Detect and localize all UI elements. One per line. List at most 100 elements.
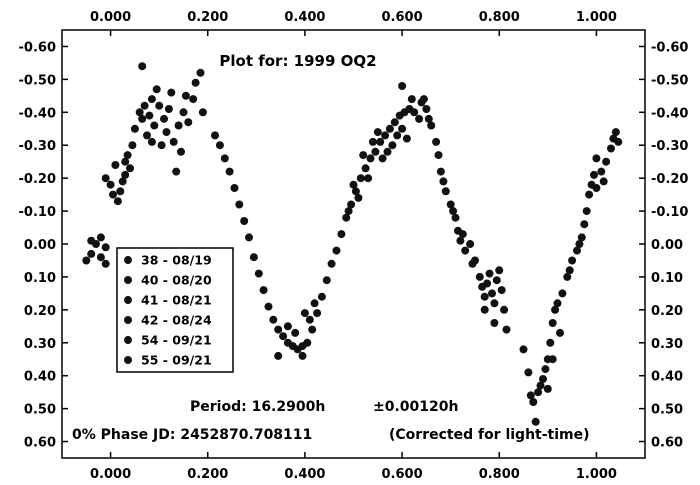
data-point bbox=[303, 338, 312, 347]
y-tick-label-left: -0.10 bbox=[19, 205, 56, 220]
data-point bbox=[378, 154, 387, 163]
x-tick-label-top: 1.000 bbox=[576, 10, 617, 25]
data-point bbox=[531, 417, 540, 426]
data-point bbox=[461, 246, 470, 255]
data-point bbox=[427, 121, 436, 130]
data-point bbox=[245, 233, 253, 242]
data-point bbox=[130, 124, 139, 133]
data-point bbox=[235, 200, 244, 209]
data-point bbox=[468, 259, 477, 268]
data-point bbox=[135, 108, 144, 117]
x-tick-label-bottom: 0.000 bbox=[90, 467, 131, 482]
data-point bbox=[96, 253, 105, 262]
legend-marker bbox=[124, 276, 132, 284]
data-point bbox=[111, 161, 120, 169]
data-point bbox=[230, 184, 239, 192]
data-point bbox=[189, 95, 198, 104]
data-point bbox=[607, 144, 615, 153]
legend-label: 54 - 09/21 bbox=[141, 333, 212, 348]
data-point bbox=[490, 299, 499, 308]
data-point bbox=[376, 137, 385, 146]
data-point bbox=[556, 328, 564, 337]
data-point bbox=[177, 147, 185, 156]
data-point bbox=[305, 315, 314, 324]
data-point bbox=[568, 256, 577, 265]
data-point bbox=[546, 338, 555, 347]
data-point bbox=[196, 68, 205, 77]
legend-marker bbox=[124, 356, 132, 364]
y-tick-label-right: -0.20 bbox=[651, 172, 688, 187]
data-point bbox=[344, 207, 353, 216]
data-point bbox=[398, 82, 407, 90]
data-point bbox=[590, 170, 598, 179]
x-tick-label-top: 0.600 bbox=[382, 10, 423, 25]
data-point bbox=[317, 292, 326, 301]
data-point bbox=[551, 305, 560, 314]
x-tick-label-bottom: 1.000 bbox=[576, 467, 617, 482]
legend-box bbox=[116, 247, 234, 373]
series-5 bbox=[519, 128, 623, 426]
data-point bbox=[488, 289, 496, 298]
data-point bbox=[419, 95, 428, 104]
series-2 bbox=[130, 62, 207, 176]
data-point bbox=[274, 325, 283, 334]
data-point bbox=[385, 124, 394, 133]
data-point bbox=[191, 78, 200, 87]
y-tick-label-right: -0.50 bbox=[651, 73, 688, 88]
data-point bbox=[580, 220, 589, 229]
data-point bbox=[500, 305, 509, 314]
data-point bbox=[264, 302, 273, 311]
data-point bbox=[342, 213, 351, 222]
data-point bbox=[327, 259, 336, 268]
data-point bbox=[249, 253, 258, 262]
data-point bbox=[101, 243, 110, 252]
data-point bbox=[145, 111, 154, 120]
data-point bbox=[539, 375, 547, 383]
data-point bbox=[553, 299, 562, 308]
data-point bbox=[573, 246, 581, 255]
data-point bbox=[526, 391, 535, 400]
data-point bbox=[240, 217, 249, 225]
data-point bbox=[310, 299, 319, 308]
data-point bbox=[322, 276, 331, 285]
data-point bbox=[599, 177, 608, 186]
data-point bbox=[497, 286, 506, 295]
x-tick-label-bottom: 0.400 bbox=[284, 467, 325, 482]
data-point bbox=[543, 384, 552, 393]
legend-label: 38 - 08/19 bbox=[141, 253, 212, 268]
data-point bbox=[449, 207, 458, 216]
data-point bbox=[451, 213, 460, 222]
chart-title: Plot for: 1999 OQ2 bbox=[219, 52, 376, 70]
data-point bbox=[415, 114, 424, 123]
y-tick-label-left: -0.50 bbox=[19, 73, 56, 88]
data-point bbox=[485, 269, 494, 278]
data-point bbox=[446, 200, 455, 209]
data-point bbox=[381, 131, 390, 140]
data-point bbox=[548, 319, 557, 327]
series-1 bbox=[101, 141, 137, 206]
data-point bbox=[495, 266, 504, 275]
data-point bbox=[87, 249, 96, 258]
data-point bbox=[337, 230, 346, 239]
data-point bbox=[393, 131, 402, 140]
series-4 bbox=[417, 95, 511, 334]
data-point bbox=[368, 137, 377, 146]
data-point bbox=[359, 151, 368, 160]
data-point bbox=[138, 62, 147, 71]
y-tick-label-left: 0.30 bbox=[24, 337, 56, 352]
data-point bbox=[150, 121, 159, 130]
y-tick-label-left: 0.50 bbox=[24, 403, 56, 418]
data-point bbox=[534, 388, 543, 397]
legend-label: 40 - 08/20 bbox=[141, 273, 212, 288]
legend-marker bbox=[124, 316, 132, 324]
y-tick-label-left: -0.40 bbox=[19, 106, 56, 121]
data-point bbox=[424, 114, 433, 123]
axis-tick-labels: 0.0000.0000.2000.2000.4000.4000.6000.600… bbox=[19, 10, 689, 482]
data-point bbox=[116, 187, 125, 196]
y-tick-label-left: -0.30 bbox=[19, 139, 56, 154]
data-point bbox=[356, 174, 365, 183]
legend-marker bbox=[124, 296, 132, 304]
period-text: Period: 16.2900h bbox=[190, 399, 325, 415]
y-tick-label-right: 0.40 bbox=[651, 370, 683, 385]
data-point bbox=[313, 309, 322, 318]
